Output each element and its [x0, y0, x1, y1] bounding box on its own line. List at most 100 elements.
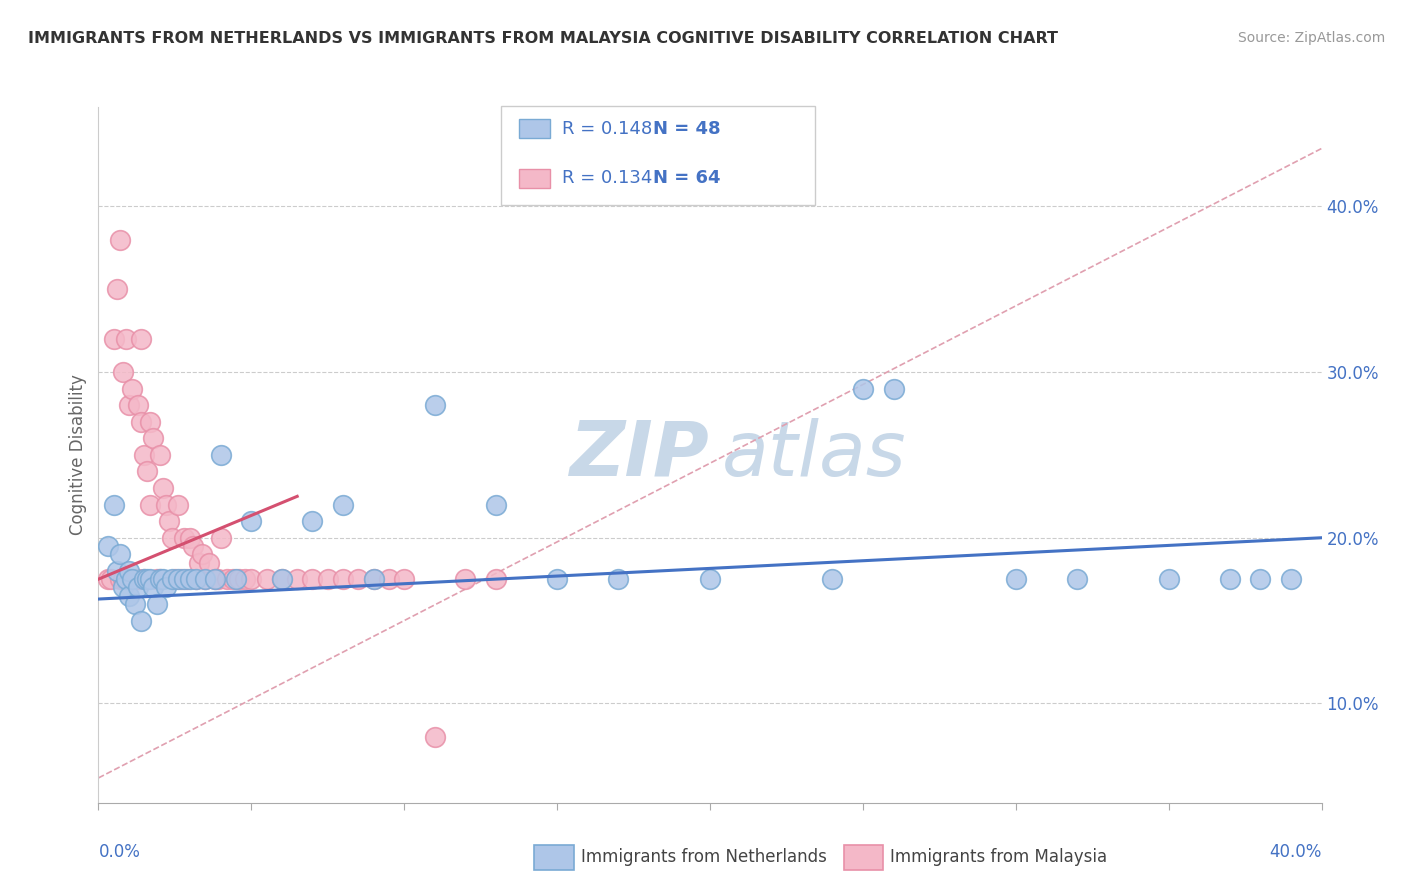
Point [108, 572, 131, 586]
Point [256, 572, 278, 586]
Point [240, 572, 263, 586]
Point [97, 572, 120, 586]
Point [139, 498, 162, 512]
Point [316, 572, 339, 586]
Point [301, 514, 323, 528]
Point [186, 572, 208, 586]
Point [97, 539, 120, 553]
Point [170, 572, 193, 586]
Point [111, 572, 134, 586]
Point [163, 572, 186, 586]
Point [485, 498, 508, 512]
Point [103, 332, 125, 346]
Point [233, 572, 256, 586]
Text: Immigrants from Netherlands: Immigrants from Netherlands [581, 848, 827, 866]
Point [204, 572, 226, 586]
Point [103, 498, 125, 512]
Point [105, 564, 128, 578]
Point [332, 572, 354, 586]
Point [1219, 572, 1241, 586]
Point [1157, 572, 1180, 586]
Point [699, 572, 721, 586]
Point [332, 498, 354, 512]
Point [124, 597, 146, 611]
Point [194, 572, 217, 586]
Point [378, 572, 401, 586]
Point [852, 382, 875, 396]
Point [115, 572, 138, 586]
Y-axis label: Cognitive Disability: Cognitive Disability [69, 375, 87, 535]
Point [222, 572, 245, 586]
Text: Source: ZipAtlas.com: Source: ZipAtlas.com [1237, 31, 1385, 45]
Point [127, 581, 149, 595]
Point [118, 572, 141, 586]
Text: R = 0.134: R = 0.134 [561, 169, 652, 187]
Point [145, 572, 167, 586]
Point [204, 572, 226, 586]
Point [883, 382, 905, 396]
Point [160, 572, 183, 586]
Point [423, 730, 446, 744]
Point [124, 572, 146, 586]
Point [100, 572, 122, 586]
Text: atlas: atlas [723, 418, 907, 491]
Point [118, 564, 141, 578]
Text: N = 64: N = 64 [652, 169, 720, 187]
Point [821, 572, 844, 586]
Point [176, 572, 198, 586]
Point [423, 398, 446, 412]
Text: R = 0.148: R = 0.148 [561, 120, 652, 137]
Point [363, 572, 385, 586]
Point [108, 547, 131, 561]
Point [134, 572, 156, 586]
Point [207, 572, 229, 586]
Point [118, 589, 141, 603]
Point [179, 572, 201, 586]
Point [155, 581, 177, 595]
Point [149, 572, 172, 586]
Point [197, 556, 219, 570]
Point [149, 572, 172, 586]
Point [285, 572, 308, 586]
Point [1249, 572, 1271, 586]
Point [121, 572, 143, 586]
Text: Immigrants from Malaysia: Immigrants from Malaysia [890, 848, 1107, 866]
Point [191, 547, 214, 561]
Point [1279, 572, 1302, 586]
Point [118, 398, 141, 412]
Point [129, 415, 152, 429]
Text: N = 48: N = 48 [652, 120, 721, 137]
Point [186, 572, 208, 586]
Point [173, 572, 195, 586]
Point [485, 572, 508, 586]
Point [301, 572, 323, 586]
Point [129, 614, 152, 628]
Point [209, 531, 232, 545]
Text: 0.0%: 0.0% [98, 843, 141, 861]
Point [363, 572, 385, 586]
Point [225, 572, 247, 586]
Point [155, 498, 177, 512]
Point [181, 539, 204, 553]
Point [454, 572, 477, 586]
Point [139, 572, 162, 586]
Point [270, 572, 292, 586]
Point [167, 572, 190, 586]
Point [607, 572, 630, 586]
Point [240, 514, 263, 528]
Point [127, 572, 149, 586]
Point [152, 481, 174, 495]
Point [142, 581, 165, 595]
Point [111, 581, 134, 595]
Point [209, 448, 232, 462]
Point [160, 531, 183, 545]
Point [270, 572, 292, 586]
Point [173, 531, 195, 545]
Point [134, 572, 156, 586]
Point [215, 572, 238, 586]
Text: 40.0%: 40.0% [1270, 843, 1322, 861]
Point [121, 382, 143, 396]
Point [347, 572, 370, 586]
Point [111, 365, 134, 379]
Point [152, 572, 174, 586]
